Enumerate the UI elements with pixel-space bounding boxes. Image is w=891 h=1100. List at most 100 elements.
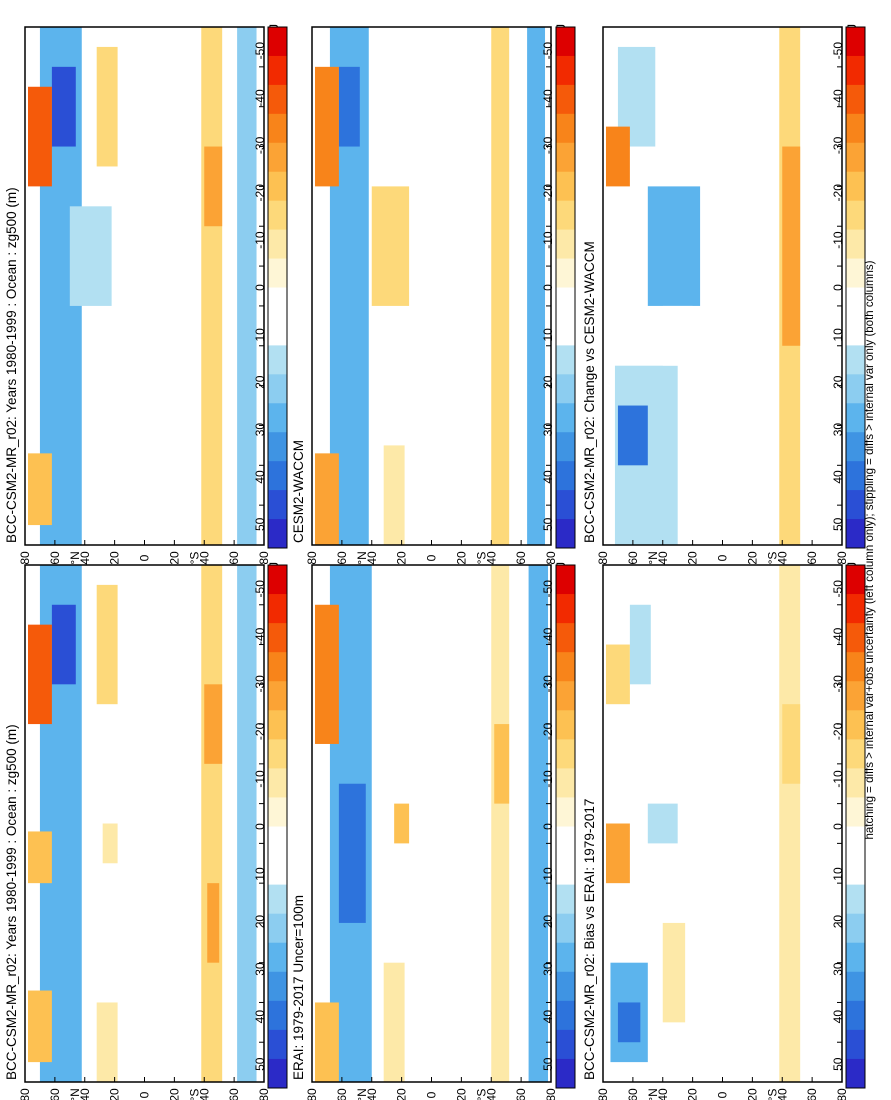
y-tick-label: 60 (514, 1088, 528, 1100)
colorbar-swatch (556, 519, 575, 549)
colorbar-label: -40 (831, 627, 845, 645)
y-hemisphere-label: °S (187, 552, 201, 565)
y-tick-label: 40 (197, 551, 211, 565)
colorbar-label: -10 (831, 231, 845, 249)
y-tick-label: 60 (335, 551, 349, 565)
colorbar-swatch (556, 403, 575, 433)
panel-6: DJFMAMJJASONDJ80604020020406080°N°SBCC-C… (582, 24, 866, 565)
colorbar-swatch (268, 432, 287, 462)
colorbar-swatch (846, 971, 865, 1002)
data-band (207, 883, 220, 963)
y-tick-label: 60 (626, 1088, 640, 1100)
colorbar-swatch (846, 200, 865, 231)
y-tick-label: 20 (454, 1088, 468, 1100)
colorbar-swatch (846, 55, 865, 86)
colorbar-swatch (268, 374, 287, 404)
colorbar-label: -50 (541, 42, 555, 60)
y-hemisphere-label: °S (474, 1089, 488, 1100)
colorbar-swatch (268, 1000, 287, 1031)
colorbar-swatch (846, 623, 865, 653)
y-tick-label: 80 (835, 551, 849, 565)
y-tick-label: 40 (775, 1088, 789, 1100)
colorbar-swatch (556, 374, 575, 404)
data-band (51, 604, 76, 685)
data-band (201, 565, 223, 1082)
colorbar-label: -10 (831, 770, 845, 788)
data-band (782, 704, 801, 784)
colorbar-swatch (846, 594, 865, 624)
y-tick-label: 80 (257, 1088, 271, 1100)
colorbar-frame (555, 26, 576, 549)
colorbar-label: -20 (831, 722, 845, 740)
colorbar-swatch (268, 710, 287, 740)
colorbar-swatch (556, 229, 575, 260)
colorbar-label: 30 (541, 962, 555, 976)
panel-title: BCC-CSM2-MR_r02: Years 1980-1999 : Ocean… (4, 187, 19, 543)
colorbar-frame (555, 564, 576, 1089)
colorbar-label: -30 (831, 675, 845, 693)
y-tick-label: 60 (227, 551, 241, 565)
colorbar-swatch (846, 374, 865, 404)
colorbar-label: 10 (253, 328, 267, 342)
colorbar-label: -50 (253, 42, 267, 60)
y-tick-label: 20 (454, 551, 468, 565)
colorbar-label: 0 (253, 284, 267, 291)
colorbar-label: 50 (831, 1057, 845, 1071)
colorbar-label: 50 (541, 1057, 555, 1071)
data-band (617, 405, 648, 466)
colorbar-swatch (268, 884, 287, 915)
data-band (96, 46, 118, 167)
y-tick-label: 80 (544, 551, 558, 565)
colorbar-label: 50 (253, 1057, 267, 1071)
y-tick-label: 80 (596, 1088, 610, 1100)
y-hemisphere-label: °N (355, 1088, 369, 1100)
colorbar-label: -50 (831, 580, 845, 598)
colorbar-label: 20 (541, 375, 555, 389)
data-band (527, 27, 546, 545)
colorbar-swatch (268, 461, 287, 491)
y-tick-label: 0 (425, 554, 439, 561)
y-tick-label: 60 (48, 551, 62, 565)
colorbar-label: -40 (541, 89, 555, 107)
y-hemisphere-label: °N (68, 551, 82, 564)
y-hemisphere-label: °S (187, 1089, 201, 1100)
y-tick-label: 80 (305, 1088, 319, 1100)
colorbar-label: -20 (541, 184, 555, 202)
colorbar-label: -20 (541, 722, 555, 740)
colorbar-swatch (556, 1058, 575, 1089)
colorbar-swatch (846, 565, 865, 595)
colorbar-swatch (556, 113, 575, 144)
data-band (237, 565, 257, 1082)
colorbar-swatch (846, 432, 865, 462)
colorbar-swatch (268, 652, 287, 682)
data-band (201, 27, 223, 545)
colorbar-swatch (268, 200, 287, 231)
colorbar-swatch (846, 519, 865, 549)
panel-4: DJFMAMJJASONDJ80604020020406080°N°SCESM2… (291, 24, 576, 565)
panel-1: DJFMAMJJASONDJ80604020020406080°N°SBCC-C… (4, 562, 288, 1100)
colorbar-swatch (556, 200, 575, 231)
y-tick-label: 60 (227, 1088, 241, 1100)
colorbar-swatch (556, 942, 575, 973)
y-tick-label: 0 (716, 1091, 730, 1098)
y-tick-label: 40 (365, 1088, 379, 1100)
colorbar-label: 0 (253, 823, 267, 830)
data-band (314, 453, 339, 545)
colorbar-swatch (846, 113, 865, 144)
data-band (27, 831, 52, 884)
colorbar-swatch (556, 710, 575, 740)
colorbar-swatch (846, 768, 865, 798)
colorbar-label: -30 (253, 136, 267, 154)
y-tick-label: 80 (596, 551, 610, 565)
data-band (69, 206, 112, 306)
y-tick-label: 20 (108, 1088, 122, 1100)
data-band (338, 783, 366, 923)
colorbar-label: -50 (541, 580, 555, 598)
colorbar-swatch (846, 27, 865, 57)
colorbar-label: 40 (253, 1010, 267, 1024)
data-band (491, 27, 510, 545)
y-tick-label: 60 (626, 551, 640, 565)
panel-title: ERAI: 1979-2017 Uncer=100m (291, 895, 306, 1080)
y-tick-label: 80 (305, 551, 319, 565)
y-tick-label: 40 (78, 551, 92, 565)
